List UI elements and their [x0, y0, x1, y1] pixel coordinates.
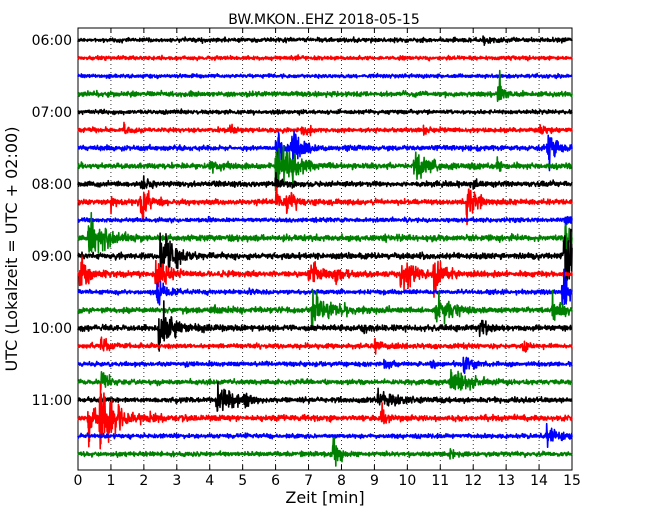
trace-1030 [77, 356, 573, 375]
trace-1000 [77, 300, 573, 352]
trace-1130 [77, 422, 573, 449]
x-tick-label: 11 [431, 473, 449, 489]
trace-1045 [77, 368, 573, 391]
trace-0945 [77, 289, 573, 327]
trace-0715 [77, 121, 573, 137]
trace-0630 [77, 72, 573, 80]
x-tick-label: 15 [563, 473, 581, 489]
trace-0930 [77, 268, 573, 306]
x-axis-ticks: 0 1 2 3 4 5 6 7 8 9 10 11 12 13 14 15 [74, 28, 581, 489]
trace-1145 [77, 437, 573, 467]
trace-0700 [77, 108, 573, 116]
trace-0615 [77, 54, 573, 62]
trace-0730 [77, 130, 573, 174]
x-tick-label: 10 [398, 473, 416, 489]
x-tick-label: 8 [337, 473, 346, 489]
x-tick-label: 13 [497, 473, 515, 489]
x-tick-label: 2 [139, 473, 148, 489]
trace-1115 [77, 382, 573, 450]
trace-0800 [77, 171, 573, 190]
x-tick-label: 9 [370, 473, 379, 489]
x-tick-label: 12 [464, 473, 482, 489]
trace-1100 [77, 381, 573, 412]
x-tick-label: 0 [74, 473, 83, 489]
y-axis-time-labels: 06:00 07:00 08:00 09:00 10:00 11:00 [32, 33, 572, 409]
x-axis-label: Zeit [min] [285, 488, 364, 507]
x-tick-label: 7 [304, 473, 313, 489]
y-time-label: 06:00 [32, 33, 72, 49]
trace-0830 [77, 215, 573, 228]
x-tick-label: 14 [530, 473, 548, 489]
seismic-traces [77, 35, 573, 467]
y-time-label: 10:00 [32, 321, 72, 337]
x-tick-label: 3 [172, 473, 181, 489]
chart-title: BW.MKON..EHZ 2018-05-15 [228, 12, 419, 28]
trace-0745 [77, 145, 573, 192]
y-axis-label: UTC (Lokalzeit = UTC + 02:00) [2, 127, 21, 372]
y-time-label: 09:00 [32, 249, 72, 265]
trace-0815 [77, 186, 573, 226]
trace-0915 [77, 254, 573, 298]
y-time-label: 11:00 [32, 393, 72, 409]
trace-0900 [77, 228, 573, 302]
trace-0645 [77, 69, 573, 103]
y-time-label: 07:00 [32, 105, 72, 121]
x-tick-label: 6 [271, 473, 280, 489]
trace-1015 [77, 336, 573, 355]
x-tick-label: 4 [205, 473, 214, 489]
trace-0600 [77, 35, 573, 47]
x-tick-label: 5 [238, 473, 247, 489]
y-time-label: 08:00 [32, 177, 72, 193]
x-tick-label: 1 [106, 473, 115, 489]
